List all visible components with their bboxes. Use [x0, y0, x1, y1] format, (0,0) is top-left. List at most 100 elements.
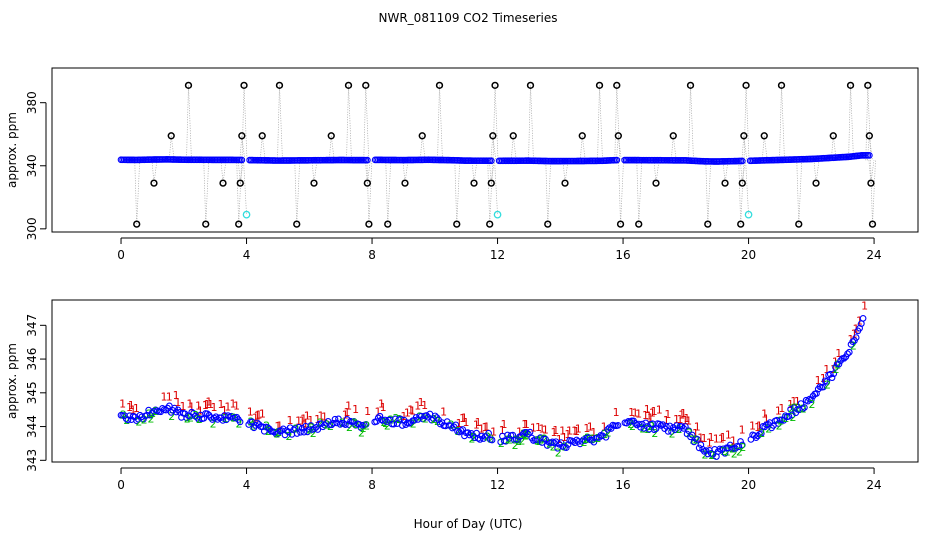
spike-point — [486, 220, 494, 228]
sample-marker-1: 1 — [754, 421, 761, 434]
sample-marker-1: 1 — [166, 391, 173, 404]
spike-point — [363, 179, 371, 187]
sample-marker-1: 1 — [274, 420, 281, 433]
sample-marker-2: 2 — [550, 441, 557, 454]
co2-point — [754, 432, 762, 440]
sample-marker-2: 2 — [506, 434, 513, 447]
sample-marker-2: 2 — [147, 412, 154, 425]
spike-connector — [597, 85, 600, 161]
y-tick-label: 300 — [25, 217, 39, 240]
spike-connector — [579, 135, 583, 161]
sample-marker-2: 2 — [141, 413, 148, 426]
sample-marker-1: 1 — [692, 427, 699, 440]
sample-marker-2: 2 — [422, 413, 429, 426]
sample-marker-1: 1 — [461, 412, 468, 425]
spike-connector — [865, 85, 869, 161]
sample-marker-1: 1 — [656, 404, 663, 417]
co2-point — [588, 436, 596, 444]
top-panel-data — [117, 81, 877, 228]
sample-marker-1: 1 — [342, 409, 349, 422]
sample-marker-1: 1 — [463, 416, 470, 429]
co2-point — [397, 415, 404, 423]
co2-point — [147, 411, 154, 419]
sample-marker-1: 1 — [583, 422, 590, 435]
spike-point — [384, 220, 392, 228]
spike-point — [275, 81, 284, 89]
sample-marker-1: 1 — [761, 407, 768, 420]
spike-point — [435, 81, 444, 89]
sample-marker-1: 1 — [133, 402, 140, 415]
spike-connector — [296, 160, 301, 225]
spike-connector — [599, 85, 603, 161]
sample-marker-1: 1 — [566, 424, 573, 437]
sample-marker-2: 2 — [168, 410, 175, 423]
spike-connector — [205, 160, 210, 225]
co2-point — [820, 383, 827, 391]
sample-marker-1: 1 — [708, 431, 715, 444]
y-tick-label: 346 — [25, 348, 39, 371]
sample-marker-1: 1 — [551, 426, 558, 439]
spike-point — [616, 220, 625, 228]
co2-point — [300, 428, 308, 436]
sample-marker-2: 2 — [484, 431, 491, 444]
sample-marker-1: 1 — [778, 402, 785, 415]
sample-marker-2: 2 — [487, 432, 494, 445]
co2-point — [488, 436, 496, 444]
spike-point — [669, 132, 677, 140]
sample-marker-2: 2 — [739, 441, 746, 454]
spike-point — [777, 81, 786, 89]
sample-marker-2: 2 — [645, 423, 652, 436]
spike-point — [578, 132, 586, 140]
sample-marker-2: 2 — [187, 412, 194, 425]
sample-marker-1: 1 — [706, 436, 713, 449]
sample-marker-2: 2 — [736, 446, 743, 459]
co2-point — [487, 157, 495, 165]
co2-point — [604, 426, 612, 433]
sample-marker-2: 2 — [512, 439, 519, 452]
co2-point — [329, 419, 337, 427]
co2-point — [823, 378, 831, 385]
sample-marker-2: 2 — [605, 426, 612, 439]
bottom-panel: 1221111222222112111211221121111121121121… — [5, 299, 919, 492]
spike-connector — [279, 85, 283, 161]
sample-marker-1: 1 — [202, 399, 209, 412]
co2-point — [450, 423, 458, 431]
sample-marker-2: 2 — [431, 413, 438, 426]
spike-point — [293, 220, 301, 228]
sample-marker-2: 2 — [358, 427, 365, 440]
co2-point — [590, 438, 598, 446]
spike-point — [867, 179, 875, 187]
sample-marker-1: 1 — [663, 414, 670, 427]
sample-marker-1: 1 — [205, 395, 212, 408]
x-tick-label: 0 — [117, 248, 125, 262]
x-tick-label: 24 — [866, 248, 881, 262]
sample-marker-1: 1 — [483, 421, 490, 434]
sample-marker-1: 1 — [697, 431, 704, 444]
sample-marker-1: 1 — [188, 400, 195, 413]
spike-connector — [618, 135, 622, 161]
sample-marker-1: 1 — [500, 418, 507, 431]
sample-marker-1: 1 — [404, 407, 411, 420]
co2-point — [188, 408, 196, 416]
spike-connector — [545, 160, 549, 225]
sample-marker-1: 1 — [295, 414, 302, 427]
spike-point — [487, 179, 495, 187]
sample-marker-1: 1 — [645, 409, 652, 422]
x-tick-label: 20 — [741, 248, 756, 262]
sample-marker-1: 1 — [475, 416, 482, 429]
sample-marker-1: 1 — [530, 421, 537, 434]
sample-marker-2: 2 — [731, 447, 738, 460]
co2-point — [813, 390, 820, 397]
sample-marker-1: 1 — [252, 412, 259, 425]
spike-connector — [136, 160, 141, 225]
spike-point — [327, 132, 335, 140]
sample-marker-1: 1 — [823, 363, 830, 376]
x-tick-label: 24 — [866, 478, 881, 492]
spike-connector — [203, 160, 207, 225]
spike-connector — [363, 85, 367, 161]
y-tick-label: 344 — [25, 415, 39, 438]
sample-marker-2: 2 — [708, 449, 715, 462]
sample-marker-1: 1 — [378, 397, 385, 410]
spike-point — [595, 81, 604, 89]
sample-marker-2: 2 — [292, 423, 299, 436]
